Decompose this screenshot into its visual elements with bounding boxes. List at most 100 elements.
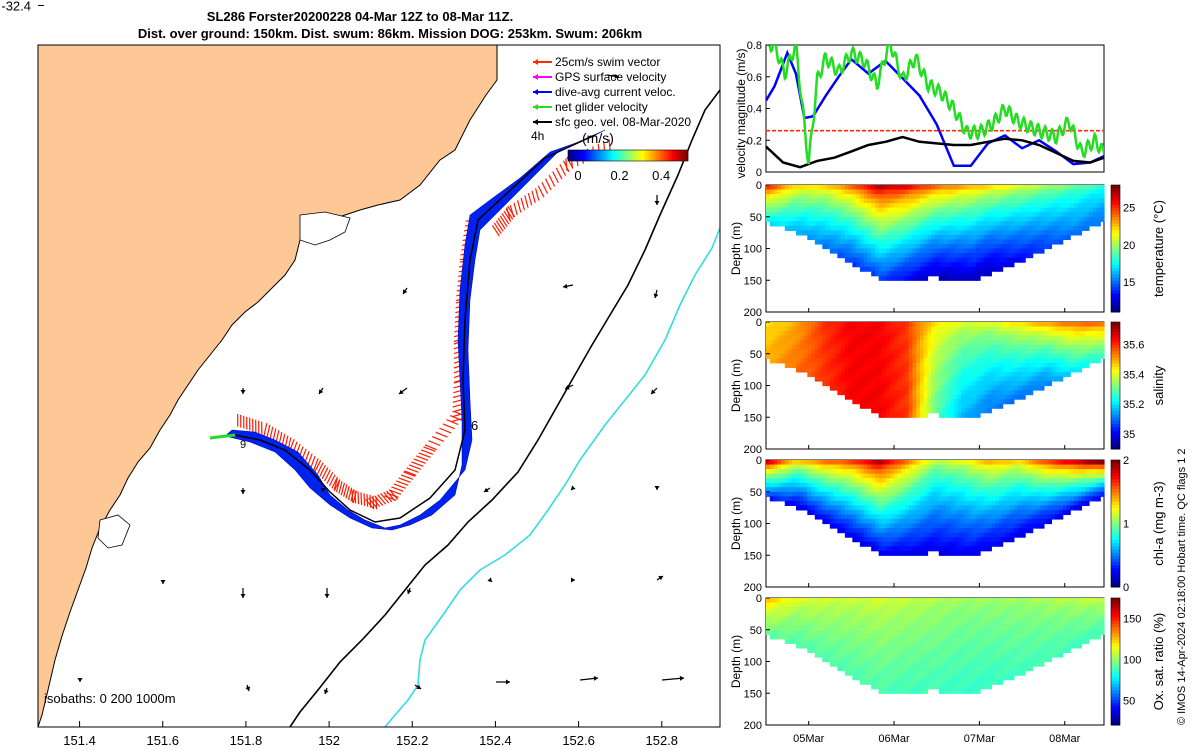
heatmap-cell	[908, 514, 914, 520]
heatmap-cell	[1100, 491, 1105, 497]
heatmap-cell	[784, 207, 790, 213]
heatmap-cell	[1036, 358, 1041, 364]
heatmap-cell	[927, 532, 932, 538]
heatmap-cell	[1077, 216, 1083, 222]
heatmap-cell	[919, 478, 925, 484]
heatmap-cell	[1081, 358, 1086, 364]
heatmap-cell	[1010, 367, 1015, 373]
heatmap-cell	[998, 460, 1004, 466]
heatmap-cell	[1040, 198, 1045, 204]
heatmap-cell	[1043, 509, 1049, 516]
colorbar-cell	[656, 150, 659, 161]
velocity-y-tick-label: 0.2	[747, 135, 762, 147]
heatmap-cell	[968, 331, 974, 337]
heatmap-cell	[811, 212, 816, 218]
heatmap-cell	[961, 385, 966, 391]
heatmap-cell	[1088, 353, 1094, 359]
heatmap-cell	[889, 505, 895, 511]
heatmap-cell	[968, 243, 974, 250]
heatmap-cell	[931, 385, 936, 391]
heatmap-cell	[874, 212, 880, 218]
swim-vector	[314, 459, 322, 472]
heatmap-cell	[953, 518, 959, 525]
heatmap-cell	[927, 262, 932, 268]
heatmap-cell	[889, 326, 895, 332]
heatmap-cell	[1051, 509, 1056, 516]
heatmap-cell	[927, 403, 932, 409]
heatmap-cell	[766, 216, 771, 222]
heatmap-cell	[923, 464, 929, 470]
heatmap-cell	[784, 473, 790, 479]
heatmap-cell	[1002, 225, 1007, 231]
heatmap-cell	[859, 257, 865, 263]
heatmap-cell	[1092, 469, 1098, 475]
heatmap-cell	[874, 385, 880, 391]
heatmap-cell	[859, 376, 865, 382]
heatmap-cell	[927, 478, 932, 484]
heatmap-cell	[968, 496, 974, 502]
heatmap-cell	[1058, 491, 1064, 497]
heatmap-cell	[935, 194, 940, 200]
heatmap-cell	[871, 537, 876, 543]
heatmap-cell	[901, 403, 906, 409]
heatmap-cell	[1010, 505, 1015, 511]
heatmap-cell	[837, 528, 842, 534]
heatmap-cell	[1025, 514, 1030, 520]
heatmap-cell	[961, 358, 966, 364]
heatmap-cell	[1032, 362, 1037, 368]
heatmap-cell	[799, 500, 805, 506]
heatmap-cell	[874, 394, 880, 400]
heatmap-cell	[1073, 487, 1079, 493]
heatmap-cell	[856, 225, 861, 231]
heatmap-cell	[919, 239, 925, 245]
heatmap-cell	[844, 185, 850, 191]
swim-vector	[400, 474, 414, 480]
heatmap-cell	[863, 198, 868, 204]
heatmap-cell	[859, 248, 865, 254]
heatmap-cell	[826, 473, 831, 479]
heatmap-cell	[769, 496, 775, 502]
heatmap-cell	[886, 399, 891, 405]
heatmap-cell	[814, 189, 820, 195]
heatmap-cell	[1006, 221, 1011, 227]
heatmap-cell	[781, 207, 786, 213]
heatmap-cell	[848, 243, 853, 250]
heatmap-cell	[769, 634, 775, 640]
heatmap-cell	[1066, 487, 1071, 493]
heatmap-cell	[1006, 376, 1011, 382]
heatmap-cell	[950, 523, 955, 529]
heatmap-cell	[886, 358, 891, 364]
heatmap-cell	[844, 239, 850, 245]
heatmap-cell	[912, 326, 917, 332]
heatmap-cell	[923, 239, 929, 245]
heatmap-cell	[919, 528, 925, 534]
heatmap-cell	[995, 262, 1000, 268]
heatmap-cell	[811, 353, 816, 359]
heatmap-cell	[867, 362, 872, 368]
heatmap-cell	[942, 541, 947, 547]
heatmap-cell	[893, 487, 899, 493]
heatmap-cell	[1047, 331, 1053, 337]
heatmap-cell	[927, 326, 932, 332]
heatmap-cell	[1006, 399, 1011, 405]
heatmap-cell	[769, 620, 775, 626]
heatmap-cell	[867, 478, 872, 484]
colorbar-cell	[638, 150, 641, 161]
heatmap-cell	[927, 358, 932, 364]
heatmap-cell	[863, 194, 868, 200]
heatmap-cell	[878, 335, 884, 341]
heatmap-cell	[919, 408, 925, 414]
heatmap-cell	[1088, 464, 1094, 470]
heatmap-cell	[863, 189, 868, 195]
heatmap-cell	[935, 344, 940, 350]
heatmap-cell	[935, 230, 940, 236]
heatmap-cell	[889, 514, 895, 520]
heatmap-cell	[983, 248, 989, 254]
heatmap-cell	[1006, 189, 1011, 195]
heatmap-cell	[965, 185, 970, 191]
heatmap-cell	[848, 230, 853, 236]
heatmap-cell	[908, 473, 914, 479]
heatmap-cell	[833, 376, 838, 382]
heatmap-cell	[886, 496, 891, 502]
swim-vector	[505, 208, 514, 220]
